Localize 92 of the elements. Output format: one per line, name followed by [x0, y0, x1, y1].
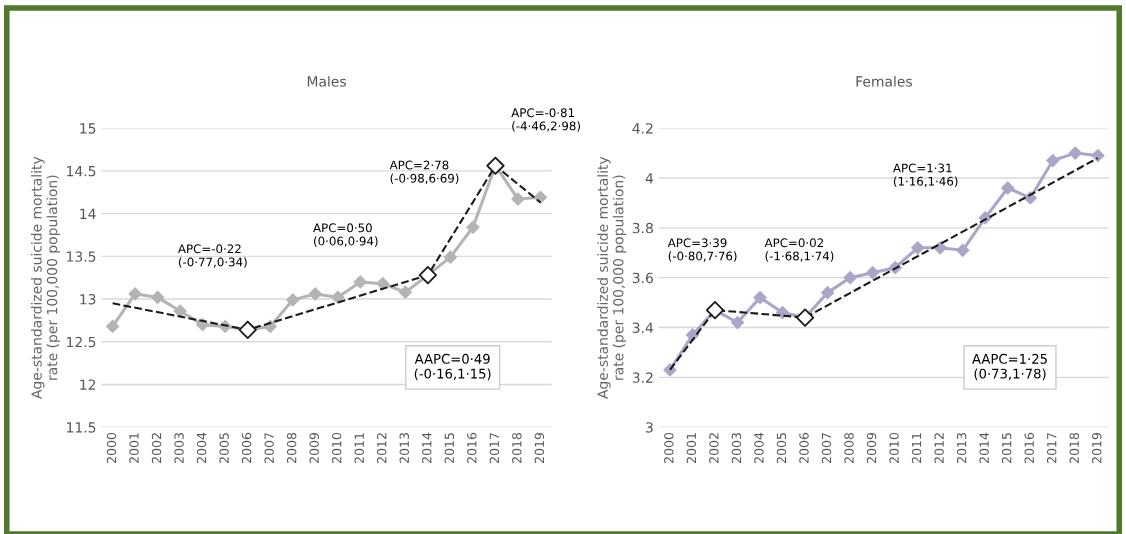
point	[956, 243, 970, 257]
annotation: APC=3·39 (-0·80,7·76)	[667, 238, 737, 262]
x-tick-label: 2013	[399, 433, 409, 463]
x-tick-label: 2005	[776, 433, 787, 463]
point	[511, 192, 525, 206]
y-tick-label: 3.8	[632, 222, 653, 234]
x-tick-label: 2009	[866, 432, 877, 463]
point	[843, 271, 857, 285]
x-tick-label: 2017	[1046, 433, 1057, 463]
point	[128, 287, 142, 301]
annotation: AAPC=1·25 (0·73,1·78)	[972, 353, 1047, 381]
point	[1091, 148, 1105, 163]
y-tick-label: 13	[80, 294, 96, 305]
x-tick-label: 2007	[821, 433, 832, 463]
point	[730, 315, 745, 330]
point	[106, 319, 120, 333]
x-tick-label: 2002	[709, 433, 719, 463]
x-tick-label: 2017	[489, 433, 500, 463]
x-tick-label: 2006	[241, 432, 252, 463]
annotation: APC=2·78 (-0·98,6·69)	[389, 160, 459, 185]
point	[753, 291, 767, 305]
x-tick-label: 2000	[664, 432, 674, 463]
point	[151, 290, 165, 304]
chart-title: Females	[856, 75, 912, 87]
x-tick-label: 2009	[309, 432, 319, 463]
y-axis-title: Age-standardized suicide mortality rate (per 100,000 population)	[597, 156, 627, 399]
point	[821, 286, 835, 300]
x-tick-label: 2010	[889, 432, 899, 463]
annotation: APC=1·31 (1·16,1·46)	[893, 163, 958, 188]
y-tick-label: 11.5	[67, 422, 96, 433]
y-tick-label: 14.5	[67, 166, 96, 177]
y-tick-label: 3.6	[632, 272, 653, 284]
x-tick-label: 2004	[196, 432, 207, 463]
point	[1046, 153, 1060, 168]
x-tick-label: 2008	[844, 432, 854, 463]
y-tick-label: 12.5	[67, 336, 96, 348]
point	[911, 241, 925, 255]
x-tick-label: 2004	[754, 432, 764, 463]
point	[866, 266, 880, 280]
x-tick-label: 2015	[444, 433, 455, 463]
x-tick-label: 2005	[219, 433, 229, 463]
x-tick-label: 2012	[377, 433, 387, 463]
point	[353, 275, 367, 289]
point	[331, 290, 345, 304]
x-tick-label: 2011	[354, 433, 364, 463]
x-tick-label: 2011	[911, 433, 922, 463]
x-tick-label: 2007	[264, 433, 274, 463]
x-tick-label: 2013	[956, 433, 967, 463]
x-tick-label: 2014	[979, 432, 989, 463]
y-tick-label: 15	[80, 123, 96, 134]
x-tick-label: 2000	[106, 432, 117, 463]
point	[1068, 146, 1082, 160]
point	[308, 287, 322, 301]
y-axis-title: Age-standardized suicide mortality rate (per 100,000 population)	[31, 156, 60, 399]
x-tick-label: 2018	[512, 432, 522, 463]
y-tick-label: 3.2	[632, 372, 653, 383]
y-tick-label: 14	[80, 208, 96, 219]
point	[376, 277, 390, 291]
x-tick-label: 2003	[731, 433, 742, 463]
x-tick-label: 2019	[534, 432, 545, 463]
x-tick-label: 2018	[1069, 432, 1079, 463]
x-tick-label: 2014	[422, 432, 432, 463]
x-tick-label: 2012	[934, 433, 944, 463]
x-tick-label: 2019	[1092, 432, 1102, 463]
y-tick-label: 3.4	[632, 322, 654, 333]
annotation: APC=0·50 (0·06,0·94)	[313, 223, 378, 247]
y-tick-label: 13.5	[67, 251, 96, 262]
annotation: AAPC=0·49 (-0·16,1·15)	[414, 353, 491, 381]
point	[398, 285, 412, 299]
point	[173, 304, 187, 318]
x-tick-label: 2016	[1024, 432, 1034, 463]
y-tick-label: 12	[80, 379, 96, 390]
chart-title: Males	[307, 75, 346, 87]
point	[466, 220, 480, 234]
y-tick-label: 4.2	[632, 123, 653, 134]
point	[1001, 181, 1015, 195]
x-tick-label: 2006	[799, 432, 809, 463]
x-tick-label: 2002	[151, 433, 162, 463]
x-tick-label: 2001	[129, 433, 139, 463]
x-tick-label: 2001	[686, 433, 697, 463]
x-tick-label: 2015	[1001, 433, 1012, 463]
x-tick-label: 2010	[331, 432, 342, 463]
annotation: APC=-0·22 (-0·77,0·34)	[178, 244, 247, 268]
x-tick-label: 2008	[286, 432, 297, 463]
annotation: APC=-0·81 (-4·46,2·98)	[511, 108, 580, 132]
annotation: APC=0·02 (-1·68,1·74)	[764, 238, 834, 262]
x-tick-label: 2016	[467, 432, 477, 463]
y-tick-label: 4	[645, 173, 654, 184]
point	[286, 293, 300, 307]
point	[443, 250, 457, 264]
y-tick-label: 3	[646, 422, 653, 433]
x-tick-label: 2003	[174, 433, 184, 463]
